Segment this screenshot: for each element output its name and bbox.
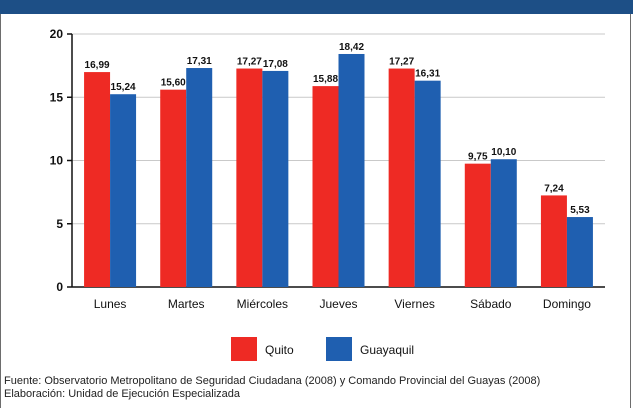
data-label: 15,24 [111, 82, 136, 93]
x-tick-label: Miércoles [237, 297, 288, 311]
bar-quito [540, 195, 567, 287]
bar-guayaquil [566, 217, 593, 287]
data-label: 10,10 [491, 147, 516, 158]
bar-guayaquil [414, 80, 441, 287]
bar-quito [388, 68, 415, 287]
data-label: 15,88 [313, 74, 338, 85]
y-tick-label: 0 [56, 280, 63, 294]
bar-quito [160, 89, 187, 287]
x-tick-label: Viernes [394, 297, 434, 311]
bar-guayaquil [262, 70, 289, 287]
source-note: Fuente: Observatorio Metropolitano de Se… [4, 375, 541, 387]
x-tick-label: Jueves [319, 297, 357, 311]
data-label: 17,31 [187, 56, 212, 67]
data-label: 17,27 [389, 57, 414, 68]
legend-label: Quito [265, 343, 294, 357]
chart-frame [0, 14, 631, 408]
data-label: 18,42 [339, 42, 364, 53]
data-label: 17,08 [263, 59, 288, 70]
bar-guayaquil [338, 53, 365, 287]
data-label: 15,60 [161, 78, 186, 89]
legend-label: Guayaquil [360, 343, 414, 357]
bar-guayaquil [490, 159, 517, 287]
data-label: 17,27 [237, 57, 262, 68]
y-tick-label: 10 [50, 154, 64, 168]
x-tick-label: Domingo [543, 297, 591, 311]
chart-notes: Fuente: Observatorio Metropolitano de Se… [4, 375, 632, 401]
credit-note: Elaboración: Unidad de Ejecución Especia… [4, 388, 241, 400]
x-tick-label: Martes [168, 297, 205, 311]
bar-quito [236, 68, 263, 287]
bars-layer [84, 53, 593, 288]
legend-swatch-guayaquil [326, 337, 352, 361]
data-label: 16,31 [415, 69, 440, 80]
bar-guayaquil [110, 94, 137, 288]
x-tick-label: Lunes [94, 297, 127, 311]
chart-title-bar [0, 0, 633, 14]
x-tick-label: Sábado [470, 297, 512, 311]
bar-quito [84, 72, 111, 287]
y-tick-label: 5 [56, 217, 63, 231]
legend-swatch-quito [231, 337, 257, 361]
y-tick-label: 20 [50, 27, 64, 41]
data-label: 5,53 [570, 205, 590, 216]
legend: Quito Guayaquil [231, 337, 414, 361]
bar-guayaquil [186, 68, 213, 287]
y-tick-label: 15 [50, 90, 64, 104]
bar-quito [312, 86, 339, 287]
data-label: 7,24 [544, 183, 564, 194]
data-label: 9,75 [468, 152, 488, 163]
data-label: 16,99 [85, 60, 110, 71]
bar-quito [464, 163, 491, 287]
